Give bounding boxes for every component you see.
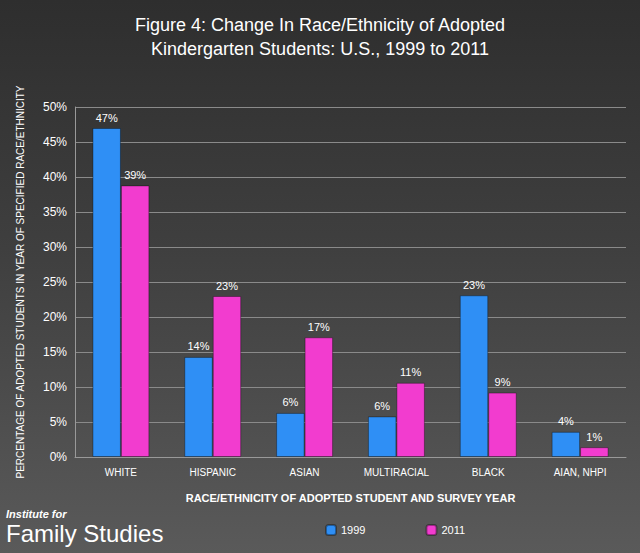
svg-text:Institute for: Institute for <box>6 508 67 520</box>
svg-text:17%: 17% <box>308 321 330 333</box>
svg-text:0%: 0% <box>50 450 68 464</box>
svg-text:47%: 47% <box>96 112 118 124</box>
svg-text:2011: 2011 <box>441 524 465 536</box>
svg-text:35%: 35% <box>43 205 67 219</box>
svg-text:45%: 45% <box>43 135 67 149</box>
svg-text:AIAN, NHPI: AIAN, NHPI <box>554 467 607 478</box>
svg-text:6%: 6% <box>282 396 298 408</box>
svg-text:39%: 39% <box>124 169 146 181</box>
svg-text:4%: 4% <box>558 415 574 427</box>
svg-text:RACE/ETHNICITY OF ADOPTED STUD: RACE/ETHNICITY OF ADOPTED STUDENT AND SU… <box>186 492 516 504</box>
svg-text:6%: 6% <box>374 400 390 412</box>
svg-text:Family Studies: Family Studies <box>6 520 163 547</box>
svg-text:50%: 50% <box>43 100 67 114</box>
svg-text:23%: 23% <box>463 279 485 291</box>
svg-text:HISPANIC: HISPANIC <box>190 467 237 478</box>
svg-text:Figure 4: Change In Race/Ethni: Figure 4: Change In Race/Ethnicity of Ad… <box>135 15 505 35</box>
svg-text:ASIAN: ASIAN <box>290 467 320 478</box>
svg-text:9%: 9% <box>495 376 511 388</box>
svg-text:23%: 23% <box>216 280 238 292</box>
svg-text:20%: 20% <box>43 310 67 324</box>
svg-text:BLACK: BLACK <box>472 467 505 478</box>
svg-text:MULTIRACIAL: MULTIRACIAL <box>364 467 430 478</box>
svg-text:Kindergarten Students: U.S., 1: Kindergarten Students: U.S., 1999 to 201… <box>151 39 489 59</box>
svg-text:1999: 1999 <box>341 524 365 536</box>
svg-text:10%: 10% <box>43 380 67 394</box>
svg-text:5%: 5% <box>50 415 68 429</box>
svg-text:30%: 30% <box>43 240 67 254</box>
svg-text:15%: 15% <box>43 345 67 359</box>
svg-text:40%: 40% <box>43 170 67 184</box>
svg-text:25%: 25% <box>43 275 67 289</box>
svg-text:14%: 14% <box>188 340 210 352</box>
svg-text:11%: 11% <box>400 366 421 378</box>
svg-text:PERCENTAGE OF ADOPTED STUDENTS: PERCENTAGE OF ADOPTED STUDENTS IN YEAR O… <box>15 85 26 478</box>
svg-text:1%: 1% <box>586 431 602 443</box>
svg-text:WHITE: WHITE <box>105 467 138 478</box>
